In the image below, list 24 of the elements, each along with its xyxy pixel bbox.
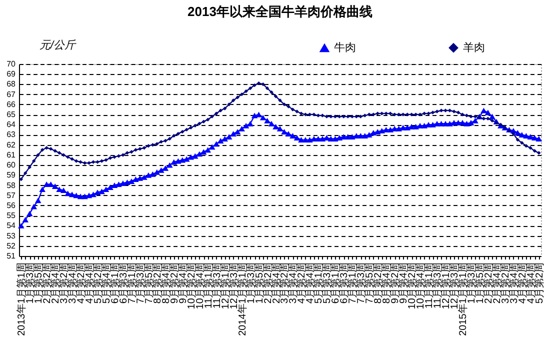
y-tick-label: 63 <box>6 130 16 140</box>
y-tick-label: 53 <box>6 231 16 240</box>
y-tick-label: 68 <box>6 80 16 89</box>
y-tick-label: 61 <box>6 150 16 160</box>
legend-label: 牛肉 <box>334 41 356 54</box>
chart-title: 2013年以来全国牛羊肉价格曲线 <box>188 4 372 19</box>
y-tick-label: 59 <box>6 170 16 180</box>
y-tick-label: 67 <box>6 90 16 99</box>
y-tick-label: 57 <box>6 190 16 200</box>
y-tick-label: 70 <box>6 60 16 68</box>
y-tick-label: 60 <box>6 160 16 170</box>
legend-label: 羊肉 <box>463 42 485 54</box>
y-tick-label: 62 <box>6 140 16 150</box>
y-tick-label: 51 <box>6 252 16 260</box>
y-tick-label: 69 <box>6 70 16 79</box>
y-tick-label: 56 <box>6 200 16 210</box>
y-tick-label: 54 <box>6 221 16 230</box>
y-tick-label: 65 <box>6 110 16 120</box>
y-tick-label: 66 <box>6 100 16 109</box>
y-axis-title: 元/公斤 <box>40 38 77 52</box>
y-tick-label: 64 <box>6 120 16 130</box>
y-tick-label: 52 <box>6 241 16 250</box>
y-tick-label: 55 <box>6 211 16 220</box>
y-tick-label: 58 <box>6 180 16 190</box>
